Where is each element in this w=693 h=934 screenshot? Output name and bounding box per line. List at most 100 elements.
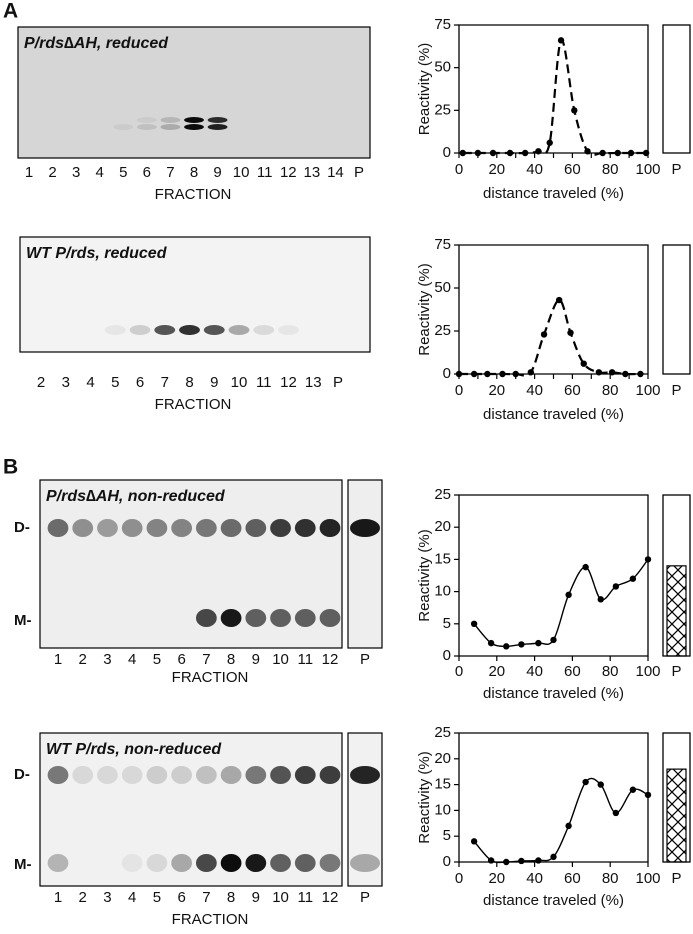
lane-label: 11 bbox=[297, 651, 313, 668]
blot-band bbox=[350, 854, 380, 872]
blot-band bbox=[220, 854, 242, 872]
blot-band bbox=[220, 766, 242, 784]
y-tick-label: 25 bbox=[434, 724, 451, 741]
data-point bbox=[546, 139, 553, 146]
lane-label: 14 bbox=[327, 164, 344, 181]
x-tick-label: 80 bbox=[602, 161, 619, 178]
lane-label: 6 bbox=[143, 164, 151, 181]
data-point bbox=[644, 556, 652, 563]
axis-label: FRACTION bbox=[172, 911, 249, 928]
lane-label: 12 bbox=[322, 889, 339, 906]
data-point bbox=[518, 857, 525, 865]
data-point bbox=[550, 853, 557, 861]
lane-label: 11 bbox=[257, 164, 273, 181]
x-tick-label: 40 bbox=[526, 663, 543, 680]
band-marker: M- bbox=[14, 856, 32, 873]
data-point bbox=[627, 149, 635, 157]
y-tick-label: 10 bbox=[434, 583, 451, 600]
blot-band bbox=[47, 766, 69, 784]
lane-label: P bbox=[354, 164, 364, 181]
data-point bbox=[557, 37, 565, 44]
blot-band bbox=[207, 117, 228, 123]
data-point bbox=[571, 107, 578, 114]
lane-label: 9 bbox=[252, 651, 260, 668]
lane-label: 3 bbox=[103, 651, 111, 668]
data-point bbox=[580, 360, 587, 367]
panel-label: A bbox=[3, 0, 18, 23]
x-tick-label: 40 bbox=[526, 870, 543, 887]
lane-label: 5 bbox=[119, 164, 127, 181]
lane-label: 8 bbox=[227, 889, 235, 906]
y-tick-label: 15 bbox=[434, 550, 451, 567]
y-tick-label: 0 bbox=[443, 647, 451, 664]
blot-band bbox=[113, 124, 134, 130]
lane-label: 10 bbox=[233, 164, 250, 181]
data-line bbox=[462, 39, 647, 156]
data-point bbox=[608, 369, 616, 376]
pellet-label: P bbox=[671, 663, 681, 680]
blot-title: P/rds∆AH, non-reduced bbox=[46, 488, 226, 505]
data-point bbox=[474, 149, 482, 157]
data-point bbox=[555, 296, 563, 304]
blot-band bbox=[245, 854, 267, 872]
data-point bbox=[597, 781, 604, 788]
x-tick-label: 100 bbox=[635, 870, 660, 887]
y-tick-label: 5 bbox=[443, 827, 451, 844]
data-point bbox=[614, 149, 621, 157]
blot-band bbox=[160, 124, 181, 130]
blot-image bbox=[347, 479, 383, 649]
x-tick-label: 100 bbox=[635, 663, 660, 680]
y-tick-label: 75 bbox=[434, 16, 451, 33]
blot-title: WT P/rds, non-reduced bbox=[46, 741, 222, 758]
data-point bbox=[644, 791, 652, 799]
data-point bbox=[489, 149, 497, 157]
data-point bbox=[499, 370, 506, 378]
lane-label: 10 bbox=[272, 889, 289, 906]
blot-band bbox=[245, 519, 267, 537]
data-line bbox=[458, 298, 641, 377]
data-point bbox=[527, 369, 535, 376]
blot-image bbox=[39, 732, 343, 887]
blot-band bbox=[97, 766, 118, 784]
lane-label: 7 bbox=[202, 889, 210, 906]
pellet-box bbox=[662, 244, 691, 375]
lane-label: 4 bbox=[86, 374, 94, 391]
data-point bbox=[459, 149, 466, 157]
axis-line bbox=[458, 732, 649, 863]
x-tick-label: 40 bbox=[526, 382, 543, 399]
lane-label: 2 bbox=[37, 374, 45, 391]
y-axis-label: Reactivity (%) bbox=[416, 751, 433, 844]
data-point bbox=[582, 563, 589, 571]
lane-label: 4 bbox=[128, 889, 136, 906]
lane-label: 6 bbox=[177, 651, 185, 668]
blot-band bbox=[220, 519, 242, 537]
blot-band bbox=[294, 854, 316, 872]
data-point bbox=[565, 591, 572, 599]
x-axis-label: distance traveled (%) bbox=[483, 892, 624, 909]
data-line bbox=[473, 558, 649, 648]
blot-band bbox=[350, 519, 380, 537]
lane-label: 7 bbox=[166, 164, 174, 181]
lane-label: 8 bbox=[185, 374, 193, 391]
lane-label: 4 bbox=[96, 164, 104, 181]
blot-band bbox=[104, 325, 126, 335]
blot-band bbox=[121, 519, 143, 537]
blot-band bbox=[184, 124, 204, 130]
data-point bbox=[484, 370, 491, 378]
blot-band bbox=[146, 766, 168, 784]
lane-label: 7 bbox=[161, 374, 169, 391]
x-axis-label: distance traveled (%) bbox=[483, 406, 624, 423]
blot-title: WT P/rds, reduced bbox=[26, 245, 168, 262]
lane-label: 12 bbox=[280, 164, 297, 181]
lane-label: 2 bbox=[79, 651, 87, 668]
blot-band bbox=[253, 325, 275, 335]
blot-band bbox=[203, 325, 225, 335]
lane-label: 6 bbox=[136, 374, 144, 391]
lane-label: 4 bbox=[128, 651, 136, 668]
blot-band bbox=[350, 766, 380, 784]
lane-label: 1 bbox=[25, 164, 33, 181]
blot-band bbox=[47, 854, 69, 872]
x-axis-label: distance traveled (%) bbox=[483, 685, 624, 702]
y-tick-label: 0 bbox=[443, 144, 451, 161]
blot-band bbox=[160, 117, 181, 123]
